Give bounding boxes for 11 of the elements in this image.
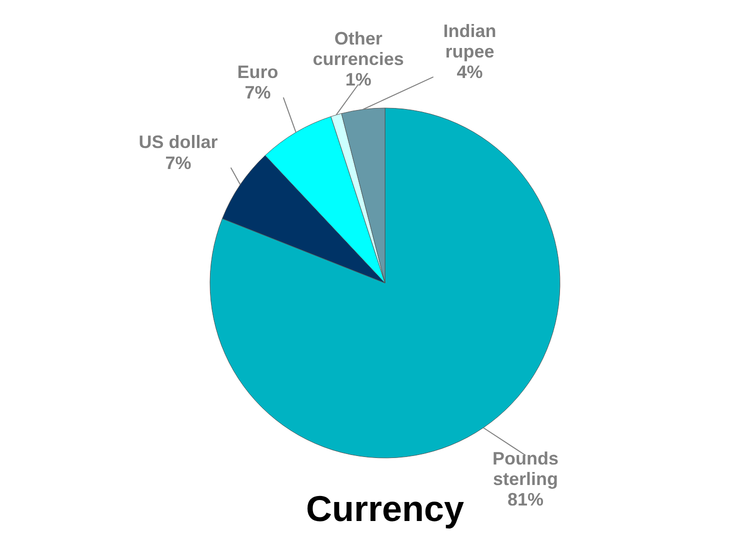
- slice-label: Euro: [237, 62, 278, 82]
- data-label: 7%: [244, 82, 271, 103]
- data-label: 7%: [165, 152, 192, 173]
- slice-label: Indian rupee: [443, 20, 496, 62]
- slice-label: US dollar: [138, 132, 218, 152]
- slice-label: Pounds sterling: [492, 448, 559, 490]
- data-label: 1%: [345, 70, 372, 90]
- text: Currency: [306, 488, 464, 529]
- data-label: 81%: [508, 490, 544, 510]
- data-label: 4%: [456, 62, 483, 82]
- slice-label: Other currencies: [312, 28, 404, 69]
